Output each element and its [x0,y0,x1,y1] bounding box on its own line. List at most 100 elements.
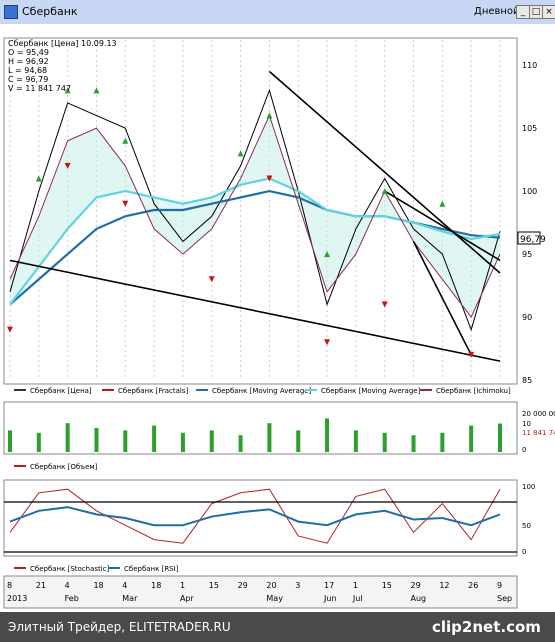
x-day-tick-8: 29 [238,581,248,590]
fractals [7,87,475,358]
volume-bar-8 [238,435,243,452]
x-day-tick-0: 8 [7,581,12,590]
info-line-2: O = 95,49 [8,48,49,57]
x-day-tick-12: 1 [353,581,358,590]
maximize-button[interactable]: □ [529,5,543,19]
volume-panel[interactable] [3,401,518,455]
volume-bar-17 [498,423,502,452]
price-panel[interactable] [3,37,518,385]
x-month-label-4: May [266,594,283,603]
price-axis: 110 105 100 95 90 85 [522,61,537,385]
x-day-tick-14: 29 [411,581,421,590]
fractal-up-8 [439,200,446,207]
fractal-down-6 [381,301,388,308]
x-day-tick-9: 20 [266,581,276,590]
volume-bars [8,418,502,452]
info-line-3: H = 96,92 [8,57,49,66]
x-month-label-0: 2013 [7,594,27,603]
fractal-down-0 [7,326,13,333]
price-tick-85: 85 [522,376,532,385]
last-price-box [517,231,541,245]
clip2net-logo: clip2net.com [432,618,541,636]
price-series [9,88,501,332]
volume-bar-15 [440,432,445,452]
x-month-label-2: Mar [122,594,138,603]
volume-bar-10 [296,430,301,452]
x-day-tick-11: 17 [324,581,334,590]
fractal-up-7 [381,188,388,195]
legend-ma-slow: Сбербанк [Moving Average] [321,387,421,395]
volume-bar-14 [411,435,416,452]
close-button[interactable]: × [542,5,555,19]
info-line-1: Сбербанк [Цена] 10.09.13 [8,39,117,48]
volume-tick-2: 10 [522,420,531,428]
app-icon [4,5,18,19]
x-month-label-5: Jun [323,594,337,603]
x-day-tick-15: 12 [439,581,449,590]
legend-rsi: Сбербанк [RSI] [124,565,179,573]
trendline-0 [9,259,501,362]
osc-tick-50: 50 [522,522,531,530]
legend-stochastic: Сбербанк [Stochastic] [30,565,110,573]
fractal-up-5 [266,112,273,119]
footer: Элитный Трейдер, ELITETRADER.RU clip2net… [0,612,555,642]
trendline-3 [412,241,472,356]
trendline-1 [268,70,501,274]
x-axis-panel [3,575,518,609]
info-line-5: C = 96,79 [8,75,48,84]
volume-bar-1 [36,432,41,452]
fractal-up-6 [324,251,331,258]
price-tick-100: 100 [522,187,537,196]
volume-bar-9 [267,423,272,452]
fractal-up-4 [237,150,244,157]
volume-bar-0 [8,430,12,452]
legend-fractals: Сбербанк [Fractals] [118,387,188,395]
price-tick-105: 105 [522,124,537,133]
price-legend: Сбербанк [Цена] Сбербанк [Fractals] Сбер… [14,387,511,395]
x-day-tick-2: 4 [65,581,70,590]
fractal-down-7 [468,351,475,358]
price-line [9,88,501,332]
osc-tick-100: 100 [522,483,535,491]
oscillator-series [9,488,501,544]
volume-bar-13 [382,432,387,452]
volume-bar-5 [152,425,157,452]
x-day-tick-1: 21 [36,581,46,590]
volume-bar-2 [65,423,70,452]
period-label[interactable]: Дневной [474,6,520,17]
volume-bar-6 [180,432,185,452]
minimize-button[interactable]: _ [516,5,530,19]
chart-area: 110 105 100 95 90 85 96,79 Сбербанк [Цена] 10… [0,24,555,612]
rsi-line [9,506,501,527]
info-box: Сбербанк [Цена] 10.09.13 O = 95,49 H = 9… [8,39,117,93]
x-month-label-1: Feb [65,594,79,603]
legend-price: Сбербанк [Цена] [30,387,92,395]
volume-bar-11 [325,418,330,452]
volume-bar-16 [469,425,474,452]
info-line-6: V = 11 841 747 [8,84,71,93]
window-title: Сбербанк [22,5,78,18]
fractal-down-5 [324,339,331,346]
legend-ma-fast: Сбербанк [Moving Average] [212,387,312,395]
volume-bar-3 [94,428,99,452]
fractal-down-4 [266,175,273,182]
legend-ichimoku: Сбербанк [Ichimoku] [436,387,511,395]
x-month-label-6: Jul [352,594,363,603]
x-day-tick-5: 18 [151,581,161,590]
x-day-tick-3: 18 [93,581,103,590]
trendline-2 [384,190,501,262]
last-volume-label: 11 841 747 [522,429,555,437]
x-month-label-8: Sep [497,594,512,603]
x-day-tick-16: 26 [468,581,478,590]
x-axis-ticks: 8 21 4 18 4 18 1 15 29 20 3 17 1 15 29 12 26 9 2013 Feb Mar A… [7,581,512,603]
watermark-text: Элитный Трейдер, ELITETRADER.RU [8,620,231,634]
price-tick-110: 110 [522,61,537,70]
ichimoku-line [9,114,501,319]
trendlines [9,70,501,362]
price-tick-95: 95 [522,250,532,259]
fractal-up-2 [93,87,100,94]
legend-volume: Сбербанк [Объем] [30,463,98,471]
fractal-up-3 [122,137,129,144]
volume-tick-3: 0 [522,446,526,454]
